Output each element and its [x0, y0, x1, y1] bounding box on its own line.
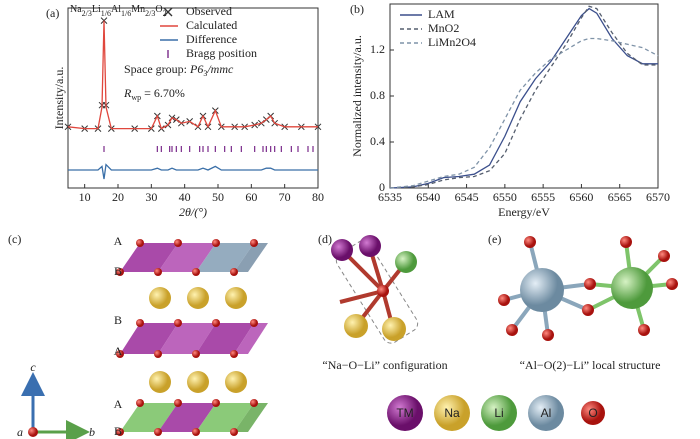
legend-sphere	[528, 395, 564, 431]
text-part: wp	[131, 93, 141, 102]
layer-label: B	[114, 313, 122, 327]
al-o-li-structure	[498, 236, 678, 341]
legend-label: Difference	[186, 32, 237, 46]
y-tick-label: 0	[379, 180, 385, 194]
caption: “Al−O(2)−Li” local structure	[520, 358, 661, 372]
x-tick-label: 6560	[569, 190, 593, 204]
y-tick-label: 0.4	[370, 134, 385, 148]
na-o-li-configuration	[331, 235, 419, 344]
series-line	[67, 20, 318, 130]
text-part: Al	[111, 4, 121, 15]
legend-label: Li	[494, 406, 503, 420]
rich-text: Na2/3Li1/6Al1/6Mn2/3O2	[70, 4, 167, 18]
text-part: 2/3	[145, 9, 155, 18]
layer-label: A	[114, 234, 123, 248]
text-part: Mn	[131, 4, 145, 15]
legend-label: LiMn2O4	[428, 35, 476, 49]
legend-label: O	[588, 406, 597, 420]
text-part: 1/6	[101, 9, 111, 18]
x-tick-label: 80	[312, 190, 324, 204]
text-part: R	[123, 86, 132, 100]
y-tick-label: 1.2	[370, 42, 385, 56]
caption: “Na−O−Li” configuration	[322, 358, 447, 372]
layer-label: B	[114, 424, 122, 438]
legend-marker	[163, 7, 173, 17]
rich-text: Space group: P63/mmc	[124, 62, 234, 79]
legend-label: Na	[444, 406, 460, 420]
text-part: 2/3	[82, 9, 92, 18]
legend-sphere	[387, 395, 423, 431]
x-tick-label: 6555	[531, 190, 555, 204]
text-part: O	[155, 4, 162, 15]
y-tick-label: 0.8	[370, 88, 385, 102]
panel-label: (e)	[488, 232, 501, 246]
legend-label: Bragg position	[186, 46, 257, 60]
x-axis-label: Energy/eV	[498, 205, 550, 219]
text-part: 2	[163, 9, 167, 18]
rich-text: Rwp = 6.70%	[123, 86, 185, 103]
panel-label: (b)	[350, 2, 364, 16]
text-part: 3	[203, 69, 207, 78]
layered-structure	[116, 239, 268, 436]
series-line	[389, 5, 658, 189]
legend-label: Calculated	[186, 18, 237, 32]
legend-sphere	[434, 395, 470, 431]
axis-name: b	[89, 425, 95, 439]
text-part: P6	[189, 62, 203, 76]
x-tick-label: 6550	[493, 190, 517, 204]
x-tick-label: 10	[79, 190, 91, 204]
panel-label: (a)	[46, 6, 59, 20]
x-axis-label: 2θ/(°)	[179, 205, 207, 219]
y-axis-label: Intensity/a.u.	[52, 67, 66, 130]
x-tick-label: 6545	[455, 190, 479, 204]
legend-sphere	[481, 395, 517, 431]
y-axis-label: Normalized intensity/a.u.	[350, 35, 364, 157]
text-part: Space group:	[124, 62, 190, 76]
x-tick-label: 20	[112, 190, 124, 204]
plot-frame	[67, 7, 319, 189]
x-tick-label: 6535	[378, 190, 402, 204]
axis-name: c	[30, 360, 36, 374]
x-tick-label: 40	[179, 190, 191, 204]
legend-label: Al	[541, 406, 552, 420]
x-tick-label: 60	[245, 190, 257, 204]
layer-label: B	[114, 264, 122, 278]
legend-sphere	[581, 401, 605, 425]
panel-label: (c)	[8, 232, 21, 246]
text-part: = 6.70%	[141, 86, 185, 100]
text-part: Na	[70, 4, 82, 15]
x-tick-label: 6540	[416, 190, 440, 204]
text-part: Li	[92, 4, 101, 15]
x-tick-label: 6570	[646, 190, 670, 204]
series-line	[389, 37, 659, 189]
axis-name: a	[17, 425, 23, 439]
axis-triad	[21, 372, 90, 439]
text-part: 1/6	[121, 9, 131, 18]
x-tick-label: 70	[279, 190, 291, 204]
legend-label: LAM	[428, 7, 455, 21]
legend-label: Observed	[186, 4, 232, 18]
x-tick-label: 6565	[608, 190, 632, 204]
legend-label: TM	[396, 406, 413, 420]
text-part: /mmc	[206, 62, 234, 76]
x-tick-label: 50	[212, 190, 224, 204]
series-line	[389, 7, 658, 189]
series-line	[68, 163, 318, 180]
x-tick-label: 30	[145, 190, 157, 204]
layer-label: A	[114, 344, 123, 358]
legend-label: MnO2	[428, 21, 459, 35]
layer-label: A	[114, 397, 123, 411]
panel-label: (d)	[318, 232, 332, 246]
